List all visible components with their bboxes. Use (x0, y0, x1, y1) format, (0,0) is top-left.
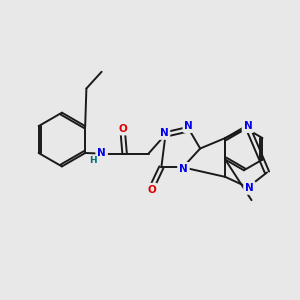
Text: N: N (244, 121, 252, 131)
Text: N: N (97, 148, 106, 158)
Text: N: N (245, 183, 254, 193)
Text: N: N (179, 164, 188, 174)
Text: N: N (184, 121, 193, 131)
Text: O: O (147, 185, 156, 195)
Text: H: H (89, 156, 97, 165)
Text: N: N (160, 128, 168, 138)
Text: O: O (118, 124, 127, 134)
